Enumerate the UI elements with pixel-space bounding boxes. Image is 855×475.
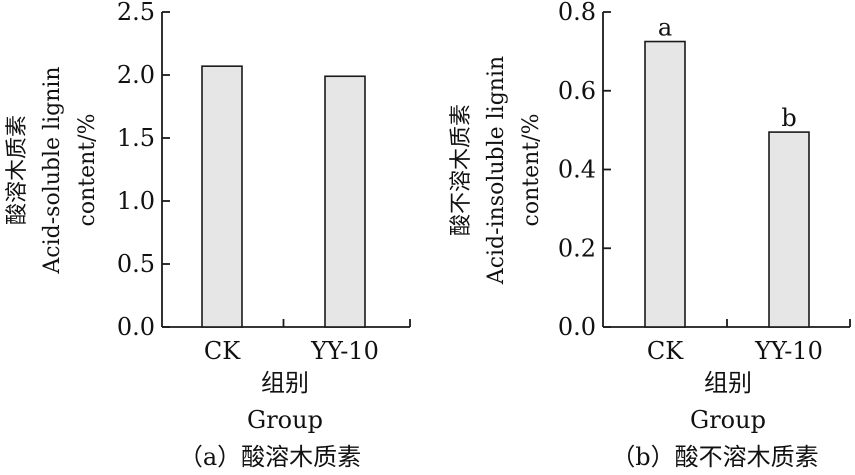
caption-a: （a）酸溶木质素 xyxy=(179,443,361,471)
bar-b-ck xyxy=(644,40,686,328)
significance-label-b-0: a xyxy=(658,14,672,42)
caption-b: （b）酸不溶木质素 xyxy=(611,443,818,471)
y-axis-title-b-line-1: 酸不溶木质素 xyxy=(449,104,474,236)
y-axis-title-b: 酸不溶木质素 Acid-insoluble lignin content/% xyxy=(449,56,544,285)
x-tick-label-a-1: YY-10 xyxy=(310,337,379,365)
y-tick-label-b-2: 0.4 xyxy=(558,156,596,184)
y-axis-title-b-line-3: content/% xyxy=(519,114,544,227)
bar-a-yy-10 xyxy=(324,75,366,328)
chart-panel-b: 酸不溶木质素 Acid-insoluble lignin content/% 0… xyxy=(449,0,851,471)
chart-marks-a: 0.0 0.5 1.0 1.5 2.0 2.5 CK YY-10 xyxy=(117,0,411,365)
y-axis-title-a-line-1: 酸溶木质素 xyxy=(5,115,30,225)
bar-b-yy-10 xyxy=(768,131,810,328)
y-tick-label-a-3: 1.5 xyxy=(117,124,155,152)
y-tick-label-b-1: 0.2 xyxy=(558,234,596,262)
x-axis-title-a-line-1: 组别 xyxy=(261,369,309,397)
y-axis-title-b-line-2: Acid-insoluble lignin xyxy=(484,56,509,285)
chart-marks-b: 0.0 0.2 0.4 0.6 0.8 CK a YY-10 b xyxy=(558,0,851,365)
y-axis-title-a: 酸溶木质素 Acid-soluble lignin content/% xyxy=(5,66,100,274)
y-axis-title-a-line-3: content/% xyxy=(75,114,100,227)
x-axis-title-b-line-2: Group xyxy=(690,406,766,434)
y-tick-label-a-2: 1.0 xyxy=(117,187,155,215)
bar-a-ck xyxy=(201,65,243,328)
y-tick-label-a-5: 2.5 xyxy=(117,0,155,26)
y-tick-label-a-0: 0.0 xyxy=(117,313,155,341)
x-tick-label-b-0: CK xyxy=(647,337,684,365)
x-tick-label-a-0: CK xyxy=(204,337,241,365)
x-axis-title-b-line-1: 组别 xyxy=(704,369,752,397)
chart-panel-a: 酸溶木质素 Acid-soluble lignin content/% 0.00… xyxy=(5,0,411,471)
significance-label-b-1: b xyxy=(781,104,796,132)
x-axis-title-a-line-2: Group xyxy=(247,406,323,434)
y-tick-label-b-0: 0.0 xyxy=(558,313,596,341)
y-tick-label-b-4: 0.8 xyxy=(558,0,596,26)
y-tick-label-a-1: 0.5 xyxy=(117,250,155,278)
y-axis-title-a-line-2: Acid-soluble lignin xyxy=(40,66,65,274)
x-tick-label-b-1: YY-10 xyxy=(754,337,823,365)
y-tick-label-b-3: 0.6 xyxy=(558,77,596,105)
y-tick-label-a-4: 2.0 xyxy=(117,61,155,89)
